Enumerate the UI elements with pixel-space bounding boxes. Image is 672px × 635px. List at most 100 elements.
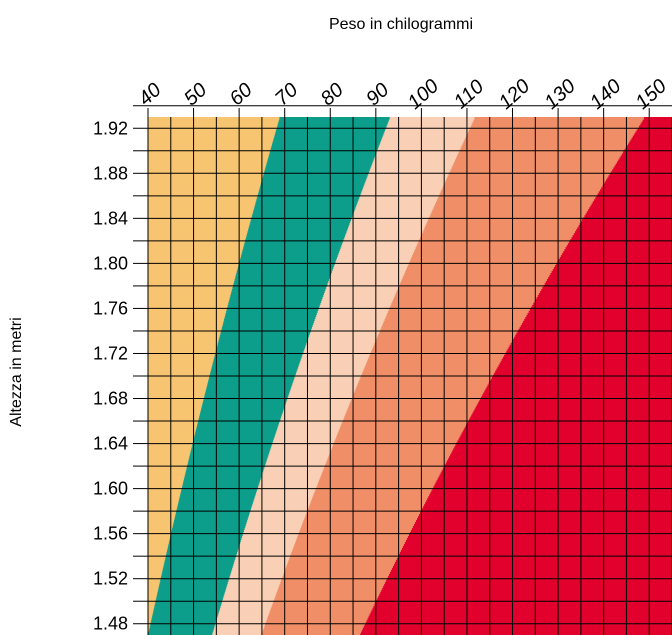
zone-strip-2 [371,164,453,168]
zone-strip-3 [314,491,431,495]
zone-strip-3 [402,276,549,279]
zone-strip-3 [462,142,629,146]
zone-strip-0 [148,336,220,339]
zone-strip-1 [166,553,238,556]
zone-strip-4 [578,224,672,228]
zone-strip-2 [261,475,321,479]
zone-strip-4 [552,268,672,272]
zone-strip-0 [148,256,242,260]
zone-strip-0 [148,499,180,503]
zone-strip-2 [331,270,406,273]
zone-strip-0 [148,368,212,371]
zone-strip-2 [220,605,273,608]
zone-strip-1 [152,611,220,614]
zone-strip-4 [373,605,672,608]
zone-strip-2 [291,383,358,387]
zone-strip-1 [202,401,287,405]
zone-strip-2 [339,248,416,252]
zone-strip-0 [148,128,277,132]
zone-strip-1 [182,483,260,487]
zone-strip-3 [340,423,467,427]
zone-strip-3 [311,497,428,501]
zone-strip-4 [460,433,672,437]
zone-strip-4 [502,356,672,359]
x-tick-label: 110 [450,76,488,114]
zone-strip-4 [631,136,672,140]
zone-strip-2 [279,421,343,425]
zone-strip-2 [302,354,371,357]
zone-strip-0 [148,393,206,397]
zone-strip-4 [586,210,672,214]
zone-strip-2 [286,399,352,403]
zone-strip-3 [358,379,491,383]
zone-strip-0 [148,338,220,341]
zone-strip-2 [278,423,342,427]
zone-strip-2 [331,272,405,275]
zone-strip-4 [410,529,672,532]
zone-strip-1 [181,489,258,493]
zone-strip-2 [357,200,437,204]
zone-strip-4 [380,591,672,594]
zone-strip-2 [381,138,465,142]
x-axis-title: Peso in chilogrammi [329,16,473,33]
zone-strip-1 [201,407,285,411]
zone-strip-0 [148,521,175,525]
zone-strip-4 [601,186,672,190]
zone-strip-1 [227,304,321,307]
zone-strip-0 [148,160,268,164]
zone-strip-3 [300,527,413,531]
zone-strip-2 [303,350,372,353]
zone-strip-0 [148,232,248,236]
zone-strip-1 [208,377,295,381]
zone-strip-2 [304,346,374,349]
zone-strip-1 [183,477,262,481]
zone-strip-3 [454,160,618,164]
zone-strip-4 [388,575,672,578]
zone-strip-1 [250,220,351,224]
zone-strip-0 [148,605,155,608]
zone-strip-3 [346,409,475,413]
zone-strip-4 [379,593,672,596]
zone-strip-3 [405,270,553,273]
zone-strip-4 [563,250,672,254]
zone-strip-0 [148,240,246,244]
zone-strip-2 [284,405,349,409]
zone-strip-2 [360,192,441,196]
zone-strip-4 [433,485,672,489]
zone-strip-1 [164,559,236,562]
zone-strip-0 [148,579,161,582]
zone-strip-3 [410,258,560,262]
zone-strip-4 [376,599,672,602]
zone-strip-4 [431,489,672,493]
zone-strip-4 [541,288,672,291]
zone-strip-3 [465,136,633,140]
zone-strip-2 [232,565,287,568]
zone-strip-2 [314,320,385,323]
zone-strip-3 [399,282,546,285]
zone-strip-3 [365,364,500,367]
zone-strip-4 [451,451,672,455]
zone-strip-1 [188,459,268,463]
zone-strip-1 [226,308,319,311]
zone-strip-2 [383,132,468,136]
zone-strip-1 [260,182,365,186]
zone-strip-0 [148,202,256,206]
zone-strip-2 [259,479,320,483]
zone-strip-2 [297,368,365,371]
zone-strip-3 [322,469,443,473]
zone-strip-0 [148,445,193,449]
zone-strip-3 [313,493,430,497]
zone-strip-0 [148,326,223,329]
zone-strip-0 [148,300,230,303]
zone-strip-4 [472,411,672,415]
zone-strip-1 [251,214,354,218]
zone-strip-3 [288,559,397,562]
zone-strip-2 [336,256,412,260]
zone-strip-1 [195,431,277,435]
zone-strip-1 [244,242,343,246]
zone-strip-3 [436,200,594,204]
zone-strip-1 [234,278,330,281]
zone-strip-3 [310,501,426,505]
zone-strip-0 [148,569,164,572]
zone-strip-1 [224,318,316,321]
